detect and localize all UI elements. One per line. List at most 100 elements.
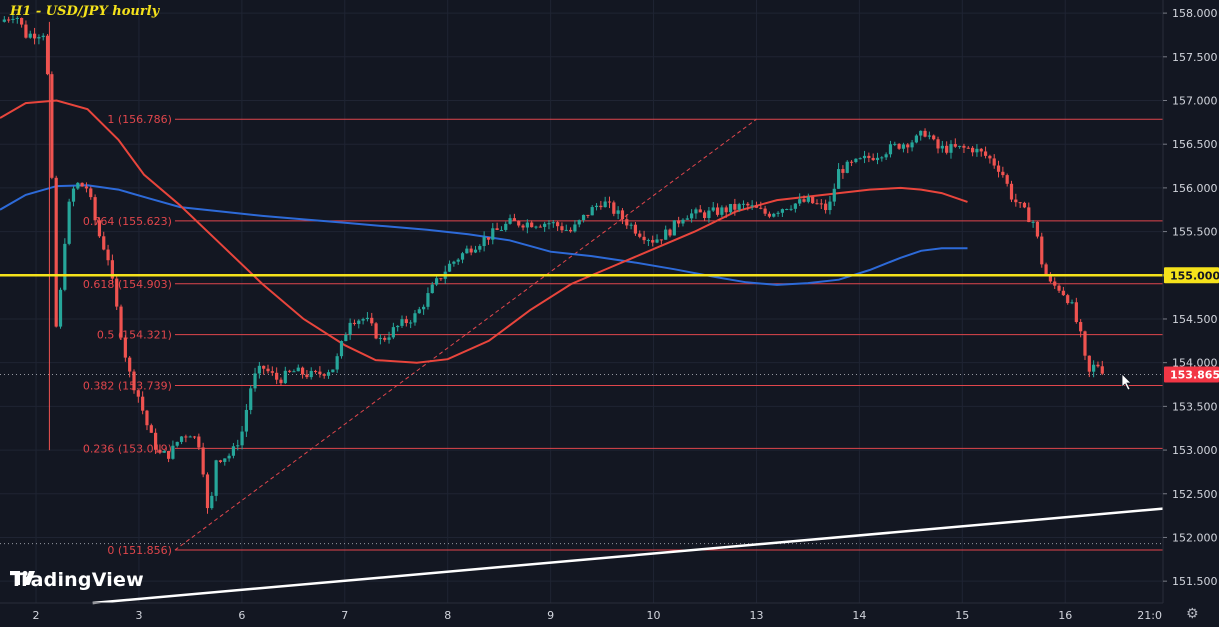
candle-body <box>128 357 132 372</box>
candle-body <box>945 145 949 153</box>
candle-body <box>249 388 253 410</box>
candle-body <box>893 143 897 145</box>
candle-body <box>897 143 901 149</box>
y-tick-label: 156.000 <box>1172 182 1218 195</box>
candle-body <box>426 293 430 307</box>
candle-body <box>1096 364 1100 367</box>
candle-body <box>668 229 672 236</box>
candle-body <box>728 203 733 213</box>
candle-body <box>720 207 724 215</box>
candle-body <box>7 19 11 21</box>
candle-body <box>824 203 828 211</box>
x-tick-label: 21:0 <box>1137 609 1162 622</box>
y-tick-label: 155.500 <box>1172 226 1218 239</box>
candle-body <box>625 219 629 226</box>
candle-body <box>20 17 24 25</box>
candle-body <box>607 201 612 203</box>
candle-body <box>599 205 603 208</box>
candle-body <box>292 371 296 373</box>
candle-body <box>581 214 586 221</box>
candle-body <box>1035 221 1040 237</box>
candle-body <box>780 209 785 213</box>
candle-body <box>512 218 516 221</box>
candle-body <box>1074 302 1078 323</box>
candle-body <box>806 196 810 202</box>
candle-body <box>564 229 568 231</box>
candle-body <box>880 157 884 159</box>
candle-body <box>711 207 715 211</box>
candle-body <box>983 151 988 156</box>
candle-body <box>365 317 370 320</box>
candle-body <box>201 447 205 475</box>
candle-body <box>659 239 663 241</box>
candle-body <box>854 158 858 162</box>
candle-body <box>616 210 620 214</box>
candle-body <box>374 323 378 339</box>
candle-body <box>102 236 106 250</box>
candle-body <box>335 356 339 370</box>
candle-body <box>71 188 76 202</box>
candle-body <box>218 460 223 462</box>
candle-body <box>205 474 210 509</box>
candle-body <box>1079 322 1083 332</box>
candle-body <box>681 219 685 224</box>
candle-body <box>1061 290 1065 296</box>
candle-body <box>828 201 832 211</box>
logo-text: TradingView <box>10 569 144 591</box>
candle-body <box>50 74 54 178</box>
y-tick-label: 152.000 <box>1172 531 1218 544</box>
candle-body <box>1066 295 1070 304</box>
candle-body <box>236 445 240 447</box>
candle-body <box>486 237 491 240</box>
candle-body <box>603 201 607 208</box>
candle-body <box>58 289 63 327</box>
candle-body <box>184 436 188 438</box>
candle-body <box>789 208 793 210</box>
candle-body <box>15 17 19 19</box>
candle-body <box>2 19 6 22</box>
candle-body <box>724 207 728 213</box>
candle-body <box>975 148 979 153</box>
candle-body <box>530 222 534 228</box>
candle-body <box>227 455 231 459</box>
candle-body <box>499 229 504 231</box>
candle-body <box>1044 264 1048 276</box>
gear-icon[interactable]: ⚙ <box>1186 606 1199 622</box>
candle-body <box>296 367 300 372</box>
candle-body <box>901 144 906 149</box>
candle-body <box>940 145 944 149</box>
candle-body <box>24 24 28 38</box>
candle-body <box>958 145 962 147</box>
candle-body <box>400 319 404 326</box>
candle-body <box>97 220 102 237</box>
candle-body <box>754 205 759 208</box>
candle-body <box>910 142 914 148</box>
x-tick-label: 7 <box>341 609 348 622</box>
candle-body <box>188 436 192 438</box>
candle-body <box>1100 366 1104 374</box>
y-tick-label: 157.000 <box>1172 95 1218 108</box>
candle-body <box>110 260 114 279</box>
candle-body <box>491 228 495 240</box>
candle-body <box>772 213 776 217</box>
candle-body <box>339 341 344 357</box>
candle-body <box>1009 183 1014 200</box>
candle-body <box>819 203 823 205</box>
cursor-arrow-icon <box>1121 373 1132 391</box>
candle-body <box>1053 281 1057 286</box>
candle-body <box>845 161 849 173</box>
candle-body <box>741 203 746 205</box>
candle-body <box>1018 202 1022 204</box>
candle-body <box>594 205 599 208</box>
candle-body <box>387 337 391 340</box>
candle-body <box>633 224 638 234</box>
last-price-tag-bg <box>1164 366 1219 383</box>
candle-body <box>914 135 919 143</box>
y-tick-label: 156.500 <box>1172 138 1218 151</box>
candle-body <box>936 139 940 149</box>
candle-body <box>326 372 331 376</box>
candle-body <box>266 368 270 372</box>
x-tick-label: 2 <box>33 609 40 622</box>
